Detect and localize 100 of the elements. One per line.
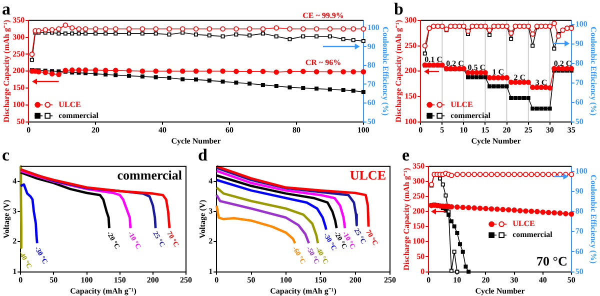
- y-tick-label: 250: [412, 192, 425, 201]
- y-axis-title: Discharge Capacity (mAh g⁻¹): [394, 20, 403, 122]
- chart-title: e: [402, 146, 410, 165]
- y2-axis-title: Coulombic Efficiency (%): [381, 26, 390, 116]
- y-tick-label: 3: [12, 206, 17, 216]
- annotation: ULCE: [350, 167, 386, 182]
- annotation: CE ~ 99.9%: [302, 10, 344, 20]
- annotation: 2 C: [514, 72, 526, 82]
- x-tick-label: 250: [384, 276, 396, 285]
- y2-tick-label: 100: [575, 166, 588, 176]
- chart-title: a: [2, 0, 11, 19]
- y-tick-label: 2: [208, 236, 213, 246]
- y-tick-label: 300: [412, 176, 425, 186]
- y2-tick-label: 90: [575, 38, 584, 48]
- annotation: 70 °C: [536, 254, 568, 269]
- x-tick-label: 20: [92, 126, 100, 135]
- annotation: 3 C: [535, 78, 548, 87]
- x-tick-label: 5: [440, 126, 444, 135]
- x-tick-label: 200: [349, 276, 362, 285]
- y-axis-title: Discharge Capacity (mAh g⁻¹): [2, 20, 11, 122]
- x-axis-title: Capacity (mAh g⁻¹): [70, 286, 137, 296]
- y2-tick-label: 80: [575, 206, 584, 216]
- y-tick-label: 200: [12, 66, 25, 76]
- legend-label: ULCE: [58, 100, 81, 109]
- x-axis-title: Cycle Number: [475, 286, 526, 296]
- y-tick-label: 2: [12, 236, 17, 246]
- annotation: commercial: [117, 167, 182, 182]
- x-tick-label: 50: [567, 276, 576, 285]
- x-tick-label: 10: [460, 126, 468, 135]
- y2-axis-title: Coulombic Efficiency (%): [589, 174, 598, 264]
- y-tick-label: 1: [12, 266, 17, 276]
- x-tick-label: 20: [502, 126, 511, 135]
- y2-axis-title: Coulombic Efficiency (%): [589, 26, 598, 116]
- y-tick-label: 350: [12, 15, 25, 24]
- x-tick-label: 250: [180, 276, 192, 285]
- x-tick-label: 35: [567, 126, 576, 135]
- y-axis-title: Discharge Capacity (mAh g⁻¹): [402, 168, 411, 270]
- y-tick-label: 250: [12, 49, 25, 58]
- y-tick-label: 100: [404, 116, 417, 126]
- y-tick-label: 150: [412, 222, 425, 231]
- y-tick-label: 0: [420, 266, 425, 276]
- x-tick-label: 50: [50, 276, 58, 285]
- y2-tick-label: 100: [575, 19, 588, 28]
- y2-tick-label: 50: [575, 266, 584, 276]
- x-axis-title: Cycle Number: [171, 136, 222, 146]
- x-tick-label: 80: [292, 126, 300, 135]
- x-tick-label: 40: [538, 276, 547, 285]
- x-tick-label: 0: [214, 276, 219, 285]
- y-tick-label: 4: [208, 176, 213, 186]
- y2-tick-label: 60: [367, 98, 376, 108]
- chart-title: d: [198, 146, 208, 165]
- y-axis-title: Voltage (V): [2, 199, 11, 238]
- legend-label: commercial: [512, 230, 554, 240]
- x-tick-label: 40: [158, 126, 167, 135]
- y-tick-label: 100: [412, 236, 425, 246]
- y-tick-label: 150: [12, 83, 25, 92]
- y-tick-label: 350: [412, 161, 425, 170]
- x-tick-label: 150: [314, 276, 327, 285]
- annotation: 0.2 C: [446, 59, 464, 68]
- x-tick-label: 60: [225, 126, 234, 135]
- y2-tick-label: 90: [367, 42, 376, 51]
- y2-tick-label: 90: [575, 186, 584, 196]
- y2-tick-label: 80: [575, 58, 584, 68]
- y-tick-label: 50: [416, 252, 425, 261]
- x-tick-label: 100: [280, 276, 292, 285]
- y2-tick-label: 60: [575, 97, 584, 106]
- chart-title: c: [2, 146, 10, 165]
- y-tick-label: 1: [208, 266, 213, 276]
- x-tick-label: 25: [524, 126, 532, 135]
- y-tick-label: 100: [12, 100, 25, 109]
- x-axis-title: Cycle Number: [471, 136, 522, 146]
- x-tick-label: 200: [146, 276, 159, 285]
- x-tick-label: 0: [26, 126, 31, 135]
- y-tick-label: 200: [412, 206, 425, 216]
- y2-tick-label: 50: [575, 116, 584, 126]
- y2-tick-label: 80: [367, 60, 376, 70]
- y2-tick-label: 70: [575, 78, 584, 87]
- x-tick-label: 10: [453, 276, 462, 285]
- annotation: CR ~ 96%: [305, 58, 342, 67]
- y-tick-label: 250: [404, 40, 417, 50]
- annotation: 0.2 C: [554, 59, 572, 68]
- x-tick-label: 15: [481, 126, 490, 135]
- y-tick-label: 50: [16, 116, 25, 126]
- x-tick-label: 0: [426, 276, 431, 285]
- y-tick-label: 150: [404, 92, 417, 101]
- y-tick-label: 200: [404, 66, 417, 76]
- x-tick-label: 150: [114, 276, 126, 285]
- y2-tick-label: 50: [367, 116, 376, 126]
- y-tick-label: 4: [12, 176, 17, 186]
- annotation: 0.5 C: [468, 63, 486, 72]
- legend-label: ULCE: [512, 219, 535, 228]
- x-tick-label: 100: [80, 276, 93, 285]
- x-tick-label: 100: [357, 126, 370, 135]
- annotation: 0.1 C: [424, 55, 443, 64]
- legend-label: ULCE: [450, 100, 473, 109]
- y-axis-title: Voltage (V): [198, 199, 207, 238]
- annotation: 1 C: [492, 68, 504, 77]
- y2-tick-label: 100: [367, 22, 380, 32]
- x-tick-label: 20: [482, 276, 490, 285]
- y2-tick-label: 70: [575, 226, 584, 236]
